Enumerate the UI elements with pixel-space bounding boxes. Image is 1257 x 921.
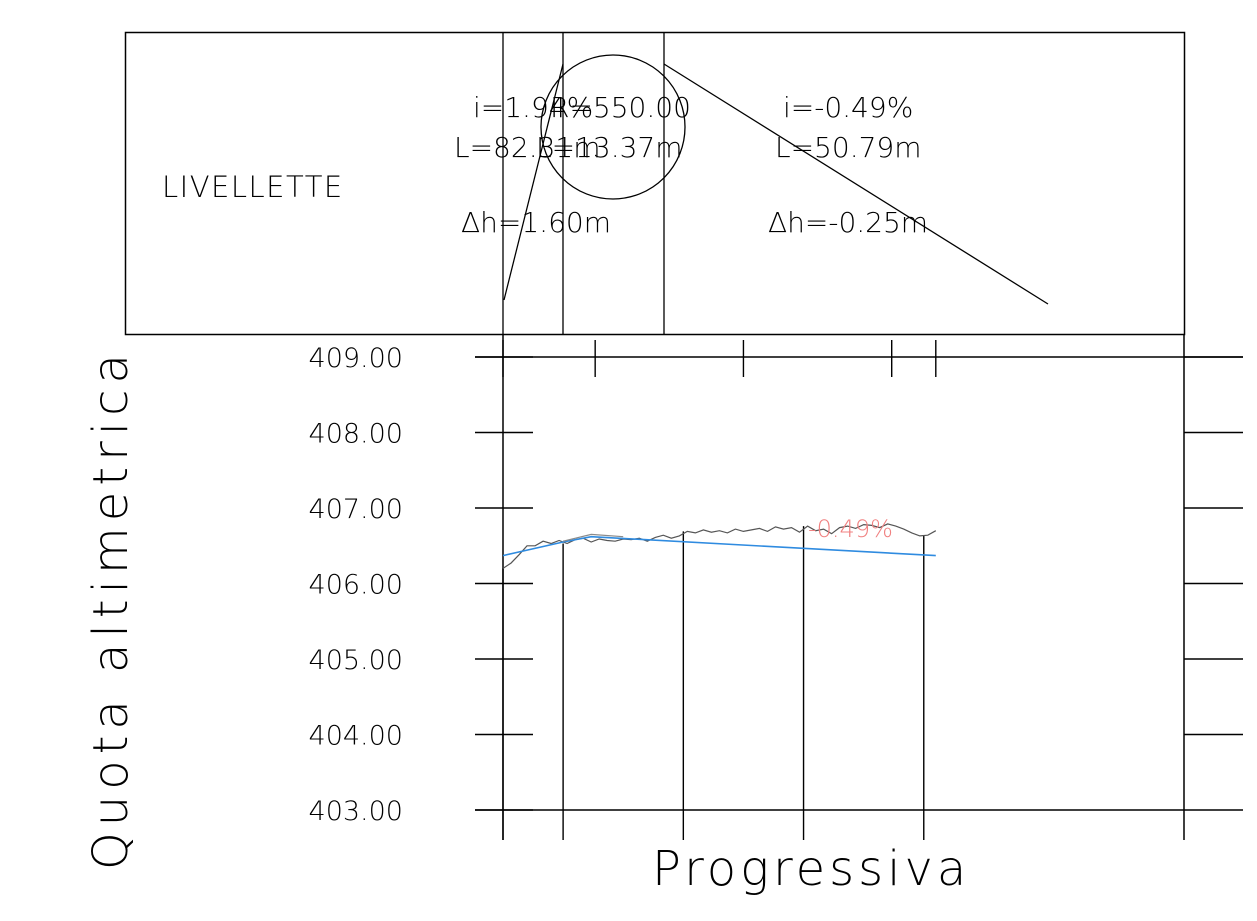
y-tick-label: 404.00 — [309, 721, 403, 752]
livellette-label: LIVELLETTE — [162, 170, 344, 204]
y-tick-label: 406.00 — [309, 570, 403, 601]
plot-frame — [475, 335, 1243, 840]
top-station-ticks — [503, 340, 936, 377]
y-tick-label: 407.00 — [309, 494, 403, 525]
segment-1-delta-h: Δh=1.60m — [461, 206, 611, 239]
slope-annotation: -0.49% — [808, 515, 893, 543]
vertical-curve-length: L=13.37m — [536, 131, 683, 164]
y-axis: 409.00 408.00 407.00 406.00 405.00 404.00 403.… — [309, 343, 1243, 827]
livellette-panel: LIVELLETTE i=1.94% L=82.31m Δh=1.60m R=5… — [126, 32, 1185, 335]
y-tick-label: 409.00 — [309, 343, 403, 374]
x-axis-title: Progressiva — [652, 841, 970, 897]
y-tick-label: 403.00 — [309, 796, 403, 827]
vertical-curve-radius: R=550.00 — [550, 91, 691, 124]
y-tick-label: 405.00 — [309, 645, 403, 676]
segment-2-length: L=50.79m — [775, 131, 922, 164]
segment-2-slope: i=-0.49% — [783, 91, 913, 124]
station-lines — [503, 526, 924, 840]
y-axis-title: Quota altimetrica — [83, 348, 139, 870]
y-tick-label: 408.00 — [309, 419, 403, 450]
segment-2-delta-h: Δh=-0.25m — [768, 206, 928, 239]
